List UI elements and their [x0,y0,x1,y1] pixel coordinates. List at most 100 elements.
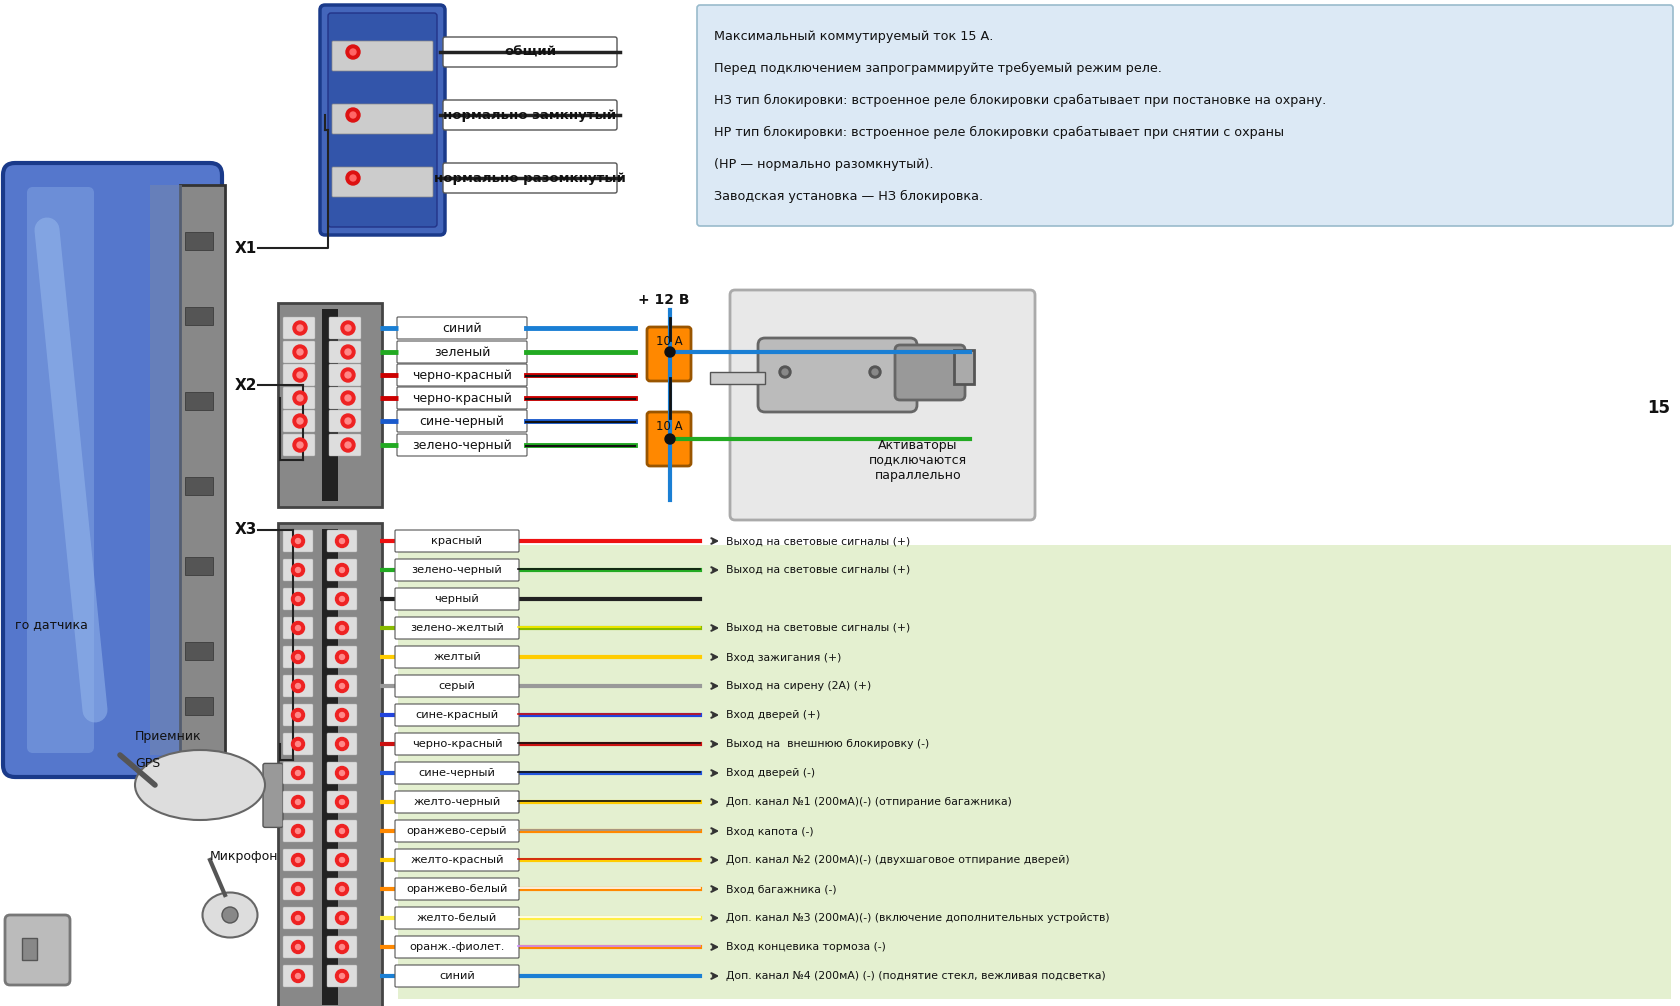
Circle shape [339,538,344,543]
Text: Перед подключением запрограммируйте требуемый режим реле.: Перед подключением запрограммируйте треб… [714,62,1161,75]
FancyBboxPatch shape [329,410,361,432]
Circle shape [296,945,301,950]
Circle shape [349,175,356,181]
Circle shape [341,391,354,405]
FancyBboxPatch shape [328,733,356,754]
Text: сине-красный: сине-красный [415,710,499,720]
Text: Выход на световые сигналы (+): Выход на световые сигналы (+) [726,536,909,546]
Bar [180,185,225,754]
Bar [398,545,1670,999]
Circle shape [296,974,301,979]
Circle shape [336,708,348,721]
Circle shape [297,325,302,331]
Text: Выход на сирену (2А) (+): Выход на сирену (2А) (+) [726,681,870,691]
FancyBboxPatch shape [329,387,361,409]
FancyBboxPatch shape [328,675,356,697]
FancyBboxPatch shape [282,820,312,842]
Circle shape [291,796,304,809]
Circle shape [344,395,351,401]
Circle shape [339,741,344,746]
Text: Выход на  внешнюю блокировку (-): Выход на внешнюю блокировку (-) [726,739,929,749]
Text: сине-черный: сине-черный [418,768,496,778]
Text: Вход зажигания (+): Вход зажигания (+) [726,652,842,662]
Text: красный: красный [432,536,482,546]
Text: зеленый: зеленый [433,345,491,358]
Circle shape [336,882,348,895]
Circle shape [291,593,304,606]
Bar [150,185,181,754]
Text: Вход багажника (-): Вход багажника (-) [726,884,837,894]
Circle shape [292,391,307,405]
FancyBboxPatch shape [328,849,356,871]
Bar [22,938,37,960]
Text: Активаторы
подключаются
параллельно: Активаторы подключаются параллельно [869,439,966,482]
FancyBboxPatch shape [395,704,519,726]
Text: + 12 В: + 12 В [638,293,689,307]
Circle shape [336,622,348,635]
Circle shape [291,622,304,635]
FancyBboxPatch shape [729,290,1035,520]
Circle shape [336,970,348,983]
Circle shape [339,974,344,979]
FancyBboxPatch shape [396,317,528,339]
FancyBboxPatch shape [329,341,361,363]
FancyBboxPatch shape [328,878,356,900]
Ellipse shape [134,750,265,820]
FancyBboxPatch shape [328,13,437,227]
Bar [323,529,338,1005]
Text: зелено-черный: зелено-черный [412,565,502,575]
Circle shape [296,829,301,834]
Circle shape [344,442,351,448]
Bar [709,372,764,384]
Text: Доп. канал №3 (200мА)(-) (включение дополнительных устройств): Доп. канал №3 (200мА)(-) (включение допо… [726,913,1109,924]
Circle shape [296,800,301,805]
Text: Максимальный коммутируемый ток 15 А.: Максимальный коммутируемый ток 15 А. [714,30,993,43]
Circle shape [346,171,360,185]
Circle shape [339,626,344,631]
Text: желто-белый: желто-белый [417,913,497,923]
Text: черно-красный: черно-красный [412,739,502,749]
Text: черно-красный: черно-красный [412,368,512,381]
Text: сине-черный: сине-черный [420,414,504,428]
Circle shape [346,108,360,122]
FancyBboxPatch shape [282,646,312,668]
Ellipse shape [202,892,257,938]
Circle shape [291,679,304,692]
FancyBboxPatch shape [328,907,356,929]
Circle shape [339,857,344,862]
Text: нормально разомкнутый: нормально разомкнутый [433,171,625,184]
FancyBboxPatch shape [282,317,314,339]
FancyBboxPatch shape [395,820,519,842]
Circle shape [291,941,304,954]
Circle shape [336,679,348,692]
Text: Вход дверей (-): Вход дверей (-) [726,768,815,778]
Circle shape [292,438,307,452]
Circle shape [336,825,348,838]
Circle shape [778,366,791,378]
FancyBboxPatch shape [282,762,312,784]
FancyBboxPatch shape [894,345,964,400]
FancyBboxPatch shape [329,364,361,386]
Text: X3: X3 [235,522,257,537]
Circle shape [297,418,302,424]
Circle shape [292,414,307,428]
Circle shape [341,345,354,359]
Circle shape [291,882,304,895]
FancyBboxPatch shape [396,341,528,363]
Circle shape [344,349,351,355]
Circle shape [339,597,344,602]
FancyBboxPatch shape [395,878,519,900]
Text: желто-черный: желто-черный [413,797,501,807]
FancyBboxPatch shape [395,675,519,697]
Text: нормально замкнутый: нормально замкнутый [444,109,617,122]
Circle shape [296,567,301,572]
Circle shape [296,626,301,631]
FancyBboxPatch shape [328,965,356,987]
Circle shape [296,538,301,543]
FancyBboxPatch shape [328,530,356,552]
FancyBboxPatch shape [282,849,312,871]
Text: синий: синий [438,971,474,981]
Circle shape [297,372,302,378]
Bar [185,307,213,325]
Circle shape [341,414,354,428]
